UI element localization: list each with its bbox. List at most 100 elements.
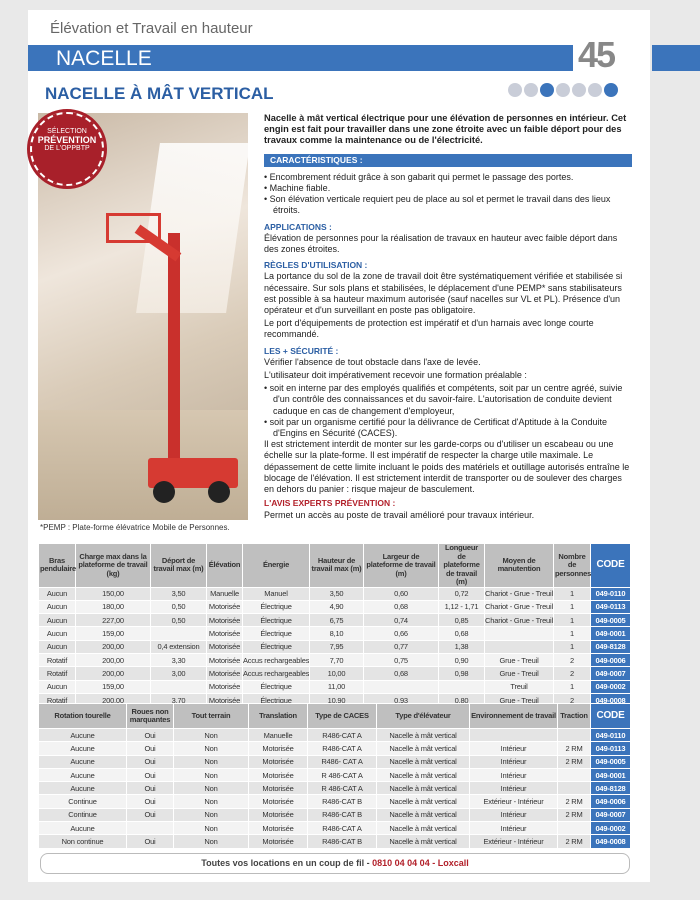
applications-header: APPLICATIONS : — [264, 221, 332, 232]
table-cell: 200,00 — [75, 639, 151, 654]
table-cell: 2 RM — [557, 741, 591, 756]
table-cell: Oui — [126, 741, 174, 756]
table-cell — [557, 821, 591, 836]
column-header: Élévation — [206, 543, 243, 588]
table-cell: Extérieur - Intérieur — [469, 834, 558, 849]
table-cell: Aucun — [38, 679, 76, 694]
table-cell: Manuel — [242, 586, 310, 601]
table-cell: 10,00 — [309, 666, 364, 681]
product-code[interactable]: 049-8128 — [590, 639, 631, 654]
table-cell: R486-CAT A — [307, 741, 377, 756]
table-cell: Oui — [126, 781, 174, 796]
table-cell — [484, 626, 554, 641]
product-code[interactable]: 049-0006 — [590, 794, 631, 809]
table-cell: Intérieur — [469, 807, 558, 823]
product-code[interactable]: 049-0001 — [590, 767, 631, 783]
table-cell: Nacelle à mât vertical — [376, 781, 470, 796]
column-header: Tout terrain — [173, 703, 249, 729]
table-row: Aucun 159,00 Motorisée Électrique 11,00 Treui… — [38, 679, 631, 694]
product-code[interactable]: 049-0008 — [590, 834, 631, 849]
characteristics-list: Encombrement réduit grâce à son gabarit … — [264, 172, 632, 217]
table-cell: 0,68 — [363, 666, 439, 681]
table-cell: Chariot - Grue - Treuil — [484, 599, 554, 615]
intro: Nacelle à mât vertical électrique pour u… — [264, 113, 627, 146]
table-cell: 0,72 — [438, 586, 485, 601]
table-cell: 0,68 — [363, 599, 439, 615]
table-cell: 1 — [553, 599, 591, 615]
applications-text: Élévation de personnes pour la réalisati… — [264, 232, 618, 255]
table-row: Aucun 200,00 0,4 extension Motorisée Électri… — [38, 639, 631, 654]
table-cell: 2 — [553, 652, 591, 668]
table-cell: Motorisée — [206, 613, 243, 628]
rules-text: Le port d'équipements de protection est … — [264, 318, 594, 340]
product-code[interactable]: 049-0001 — [590, 626, 631, 641]
table-cell: Rotatif — [38, 666, 76, 681]
product-code[interactable]: 049-0113 — [590, 599, 631, 615]
table-cell: Continue — [38, 807, 127, 823]
table-row: Continue Oui Non Motorisée R486-CAT B Nacelle… — [38, 794, 631, 809]
table-cell: Non — [173, 834, 249, 849]
table-cell: Non continue — [38, 834, 127, 849]
table-cell: Oui — [126, 807, 174, 823]
table-cell: 0,90 — [438, 652, 485, 668]
table-cell: R486-CAT A — [307, 821, 377, 836]
product-code[interactable]: 049-0110 — [590, 586, 631, 601]
product-code[interactable]: 049-0002 — [590, 679, 631, 694]
product-code[interactable]: 049-0113 — [590, 741, 631, 756]
footer-banner: Toutes vos locations en un coup de fil -… — [40, 853, 630, 874]
table-cell: 3,30 — [150, 652, 207, 668]
table-row: Aucun 180,00 0,50 Motorisée Électrique 4,90 0,… — [38, 599, 631, 615]
product-code[interactable]: 049-0007 — [590, 666, 631, 681]
table-cell: Motorisée — [248, 754, 308, 769]
safety-list: soit en interne par des employés qualifi… — [264, 383, 632, 439]
table-cell: R486-CAT B — [307, 807, 377, 823]
table-cell: Nacelle à mât vertical — [376, 807, 470, 823]
characteristics-header: CARACTÉRISTIQUES : — [264, 153, 632, 167]
column-header: Hauteur de travail max (m) — [309, 543, 364, 588]
table-cell — [150, 679, 207, 694]
table-cell: 1,38 — [438, 639, 485, 654]
table-cell: Motorisée — [248, 834, 308, 849]
table-cell: R 486-CAT A — [307, 781, 377, 796]
list-item: Encombrement réduit grâce à son gabarit … — [264, 172, 632, 183]
table-cell: 0,50 — [150, 599, 207, 615]
table-cell: Oui — [126, 754, 174, 769]
product-code[interactable]: 049-8128 — [590, 781, 631, 796]
column-header: Traction — [557, 703, 591, 729]
table-cell: R486-CAT B — [307, 834, 377, 849]
table-row: Aucun 227,00 0,50 Motorisée Électrique 6,75 0,… — [38, 613, 631, 628]
table-row: Aucune Oui Non Motorisée R 486-CAT A Nacelle … — [38, 781, 631, 796]
table-cell: Motorisée — [248, 767, 308, 783]
table-cell: 7,70 — [309, 652, 364, 668]
table-cell: 3,00 — [150, 666, 207, 681]
table-cell: Aucune — [38, 767, 127, 783]
product-code[interactable]: 049-0005 — [590, 613, 631, 628]
column-header: Translation — [248, 703, 308, 729]
product-code[interactable]: 049-0005 — [590, 754, 631, 769]
table-cell: Accus rechargeables — [242, 666, 310, 681]
table-cell: Aucune — [38, 781, 127, 796]
product-code[interactable]: 049-0006 — [590, 652, 631, 668]
table-cell: 0,85 — [438, 613, 485, 628]
table-cell: 1 — [553, 626, 591, 641]
table-row: Aucune Non Motorisée R486-CAT A Nacelle à mâ… — [38, 821, 631, 836]
product-code[interactable]: 049-0110 — [590, 727, 631, 743]
column-header: Environnement de travail — [469, 703, 558, 729]
hotline[interactable]: 0810 04 04 04 - Loxcall — [372, 858, 469, 868]
table-cell: 2 RM — [557, 794, 591, 809]
table-cell: Nacelle à mât vertical — [376, 821, 470, 836]
product-code[interactable]: 049-0007 — [590, 807, 631, 823]
column-header: Charge max dans la plateforme de travail… — [75, 543, 151, 588]
table-cell: 0,74 — [363, 613, 439, 628]
table-cell: 0,66 — [363, 626, 439, 641]
features-table: Rotation tourelle Roues non marquantes Tou… — [38, 703, 631, 849]
table-cell: 8,10 — [309, 626, 364, 641]
safety-text: Vérifier l'absence de tout obstacle dans… — [264, 356, 481, 367]
table-cell: Électrique — [242, 639, 310, 654]
product-code[interactable]: 049-0002 — [590, 821, 631, 836]
section-title: Élévation et Travail en hauteur — [50, 20, 253, 37]
pictogram-icon — [588, 83, 602, 97]
table-cell: 159,00 — [75, 626, 151, 641]
table-row: Rotatif 200,00 3,30 Motorisée Accus recharge… — [38, 652, 631, 668]
table-cell: 0,4 extension — [150, 639, 207, 654]
